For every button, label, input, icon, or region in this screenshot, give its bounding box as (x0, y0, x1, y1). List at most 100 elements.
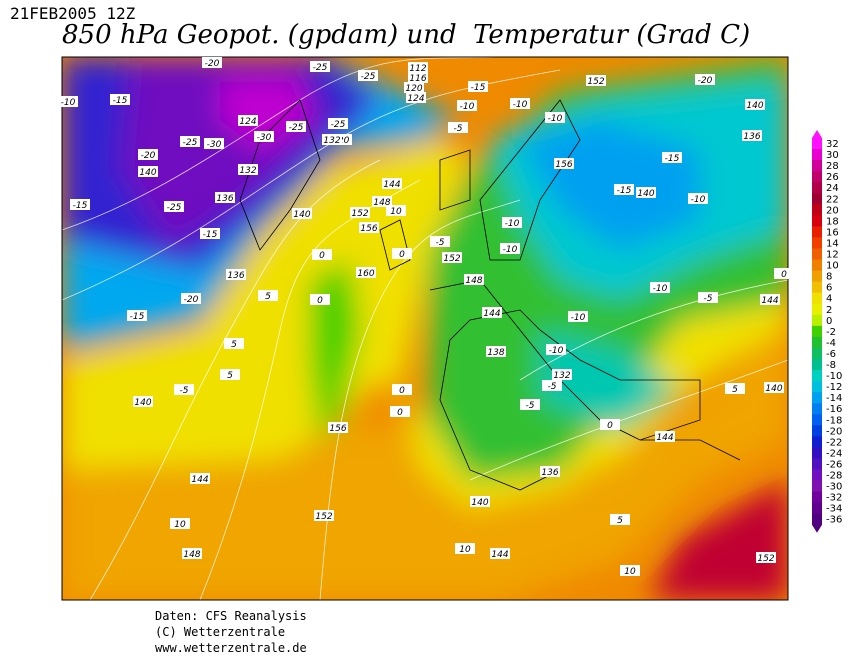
contour-label-box (372, 196, 392, 207)
contour-label: 140 (637, 189, 654, 199)
contour-label-box (520, 399, 540, 410)
contour-label-box (358, 70, 378, 81)
contour-label: 5 (227, 371, 233, 381)
contour-label: -5 (548, 382, 557, 392)
colorbar-band (812, 171, 822, 183)
contour-label: 156 (555, 160, 572, 170)
contour-label: 0 (781, 270, 787, 280)
colorbar-label: -2 (826, 327, 836, 338)
colorbar-band (812, 381, 822, 393)
colorbar-label: -18 (826, 415, 842, 426)
contour-label: -25 (167, 203, 182, 213)
contour-label: 144 (491, 550, 508, 560)
contour-label-box (215, 192, 235, 203)
colorbar-band (812, 370, 822, 382)
colorbar-band (812, 392, 822, 404)
contour-label: -30 (257, 133, 272, 143)
contour-label: 0 (397, 408, 403, 418)
contour-label-box (138, 149, 158, 160)
colorbar-band (812, 414, 822, 426)
colorbar-band (812, 281, 822, 294)
contour-label-box (464, 274, 484, 285)
contour-label: -25 (289, 123, 304, 133)
contour-label: -10 (571, 313, 586, 323)
contour-label-box (636, 187, 656, 198)
colorbar-band (812, 292, 822, 305)
contour-label: 140 (134, 398, 151, 408)
contour-label: 152 (587, 77, 604, 87)
contour-label-box (390, 406, 410, 417)
colorbar-label: -4 (826, 338, 836, 349)
contour-label: 124 (407, 94, 424, 104)
colorbar-label: -12 (826, 382, 842, 393)
colorbar-band (812, 325, 822, 338)
colorbar-band (812, 458, 822, 470)
contour-label-box (70, 199, 90, 210)
contour-label-box (138, 166, 158, 177)
contour-label-box (568, 311, 588, 322)
contour-label: 124 (239, 117, 256, 127)
contour-label-box (200, 228, 220, 239)
contour-label: 152 (315, 512, 332, 522)
contour-label-box (404, 82, 424, 93)
contour-label-box (322, 134, 342, 145)
colorbar-label: -36 (826, 515, 842, 526)
contour-label-box (181, 293, 201, 304)
contour-label: 0 (399, 250, 405, 260)
contour-label-box (554, 158, 574, 169)
contour-label-box (502, 217, 522, 228)
contour-label: -15 (665, 154, 680, 164)
contour-label: -15 (130, 312, 145, 322)
contour-label: -30 (207, 140, 222, 150)
contour-label: 5 (231, 340, 237, 350)
colorbar-band (812, 182, 822, 194)
colorbar-label: 14 (826, 238, 839, 249)
contour-label: 140 (471, 498, 488, 508)
colorbar-label: 0 (826, 316, 832, 327)
contour-label-box (286, 121, 306, 132)
colorbar-label: 16 (826, 227, 839, 238)
contour-label: 140 (139, 168, 156, 178)
contour-label-box (386, 205, 406, 216)
colorbar-band (812, 259, 822, 272)
contour-label-box (238, 115, 258, 126)
colorbar-label: 32 (826, 139, 839, 150)
contour-label: 140 (746, 101, 763, 111)
colorbar-label: -30 (826, 482, 842, 493)
colorbar-label: 28 (826, 161, 839, 172)
contour-label: -15 (113, 96, 128, 106)
contour-label-box (392, 248, 412, 259)
colorbar-label: -6 (826, 349, 836, 360)
contour-label-box (190, 473, 210, 484)
contour-label: 10 (390, 207, 402, 217)
contour-label-box (182, 548, 202, 559)
map-frame (61, 56, 789, 601)
contour-label: 144 (483, 309, 500, 319)
contour-label: 132 (553, 371, 570, 381)
colorbar-arrow-bottom (812, 524, 822, 533)
contour-label: 0 (399, 386, 405, 396)
colorbar-band (812, 226, 822, 238)
contour-label-box (546, 344, 566, 355)
contour-label: 152 (443, 254, 460, 264)
colorbar-band (812, 436, 822, 448)
contour-label: -15 (203, 230, 218, 240)
colorbar-band (812, 336, 822, 349)
colorbar-band (812, 303, 822, 316)
contour-label: 5 (265, 292, 271, 302)
contour-label: 136 (541, 468, 558, 478)
contour-label: -25 (183, 138, 198, 148)
contour-label-box (314, 510, 334, 521)
colorbar-band (812, 314, 822, 327)
contour-label-box (328, 118, 348, 129)
contour-label-box (180, 136, 200, 147)
contour-label-box (359, 222, 379, 233)
contour-label-box (133, 396, 153, 407)
contour-label-box (174, 384, 194, 395)
contour-label: 5 (617, 516, 623, 526)
contour-label: 10 (174, 520, 186, 530)
contour-label-box (328, 422, 348, 433)
colorbar-band (812, 270, 822, 283)
colorbar-band (812, 513, 822, 526)
colorbar-label: -34 (826, 504, 842, 515)
